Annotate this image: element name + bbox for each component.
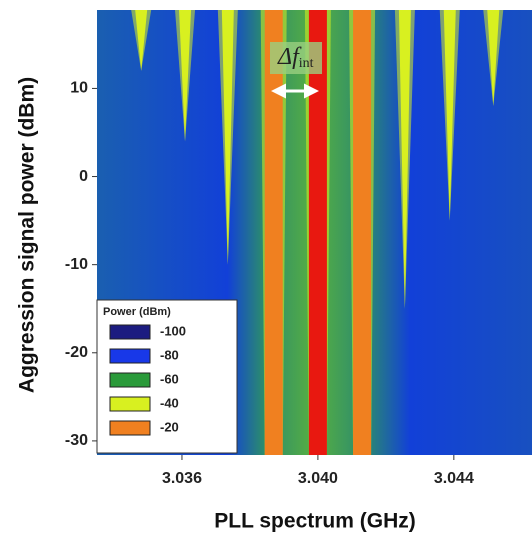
y-tick-label: 10: [70, 80, 88, 97]
legend-swatch: [109, 348, 151, 364]
spectral-line: [264, 10, 283, 455]
annotation: Δfint: [270, 42, 322, 99]
legend-label: -60: [160, 371, 179, 386]
legend-label: -20: [160, 419, 179, 434]
spectral-line: [135, 10, 148, 71]
x-axis-label: PLL spectrum (GHz): [214, 510, 415, 533]
y-tick-label: -30: [65, 432, 88, 449]
legend-swatch: [109, 324, 151, 340]
spectral-line: [179, 10, 192, 142]
annotation-subscript: int: [299, 56, 314, 71]
spectral-line: [353, 10, 372, 455]
spectral-line: [308, 10, 327, 455]
annotation-text: Δfint: [277, 44, 314, 72]
y-tick-label: -10: [65, 256, 88, 273]
x-tick-label: 3.040: [298, 470, 338, 487]
legend-label: -80: [160, 347, 179, 362]
y-tick-label: 0: [79, 168, 88, 185]
legend: Power (dBm) -100 -80 -60 -40 -20: [96, 299, 238, 454]
y-tick-label: -20: [65, 344, 88, 361]
legend-swatch: [109, 372, 151, 388]
annotation-box: [270, 42, 322, 74]
legend-title: Power (dBm): [103, 306, 171, 318]
legend-label: -40: [160, 395, 179, 410]
spectral-lines: [131, 10, 504, 455]
legend-swatch: [109, 420, 151, 436]
y-axis-label: Aggression signal power (dBm): [16, 77, 39, 393]
spectral-line: [487, 10, 500, 107]
spectral-line: [443, 10, 456, 221]
annotation-main: Δf: [277, 44, 302, 70]
x-tick-label: 3.044: [434, 470, 474, 487]
spectral-line: [398, 10, 411, 309]
spectral-line: [221, 10, 234, 265]
legend-label: -100: [160, 323, 186, 338]
x-tick-label: 3.036: [162, 470, 202, 487]
legend-swatch: [109, 396, 151, 412]
